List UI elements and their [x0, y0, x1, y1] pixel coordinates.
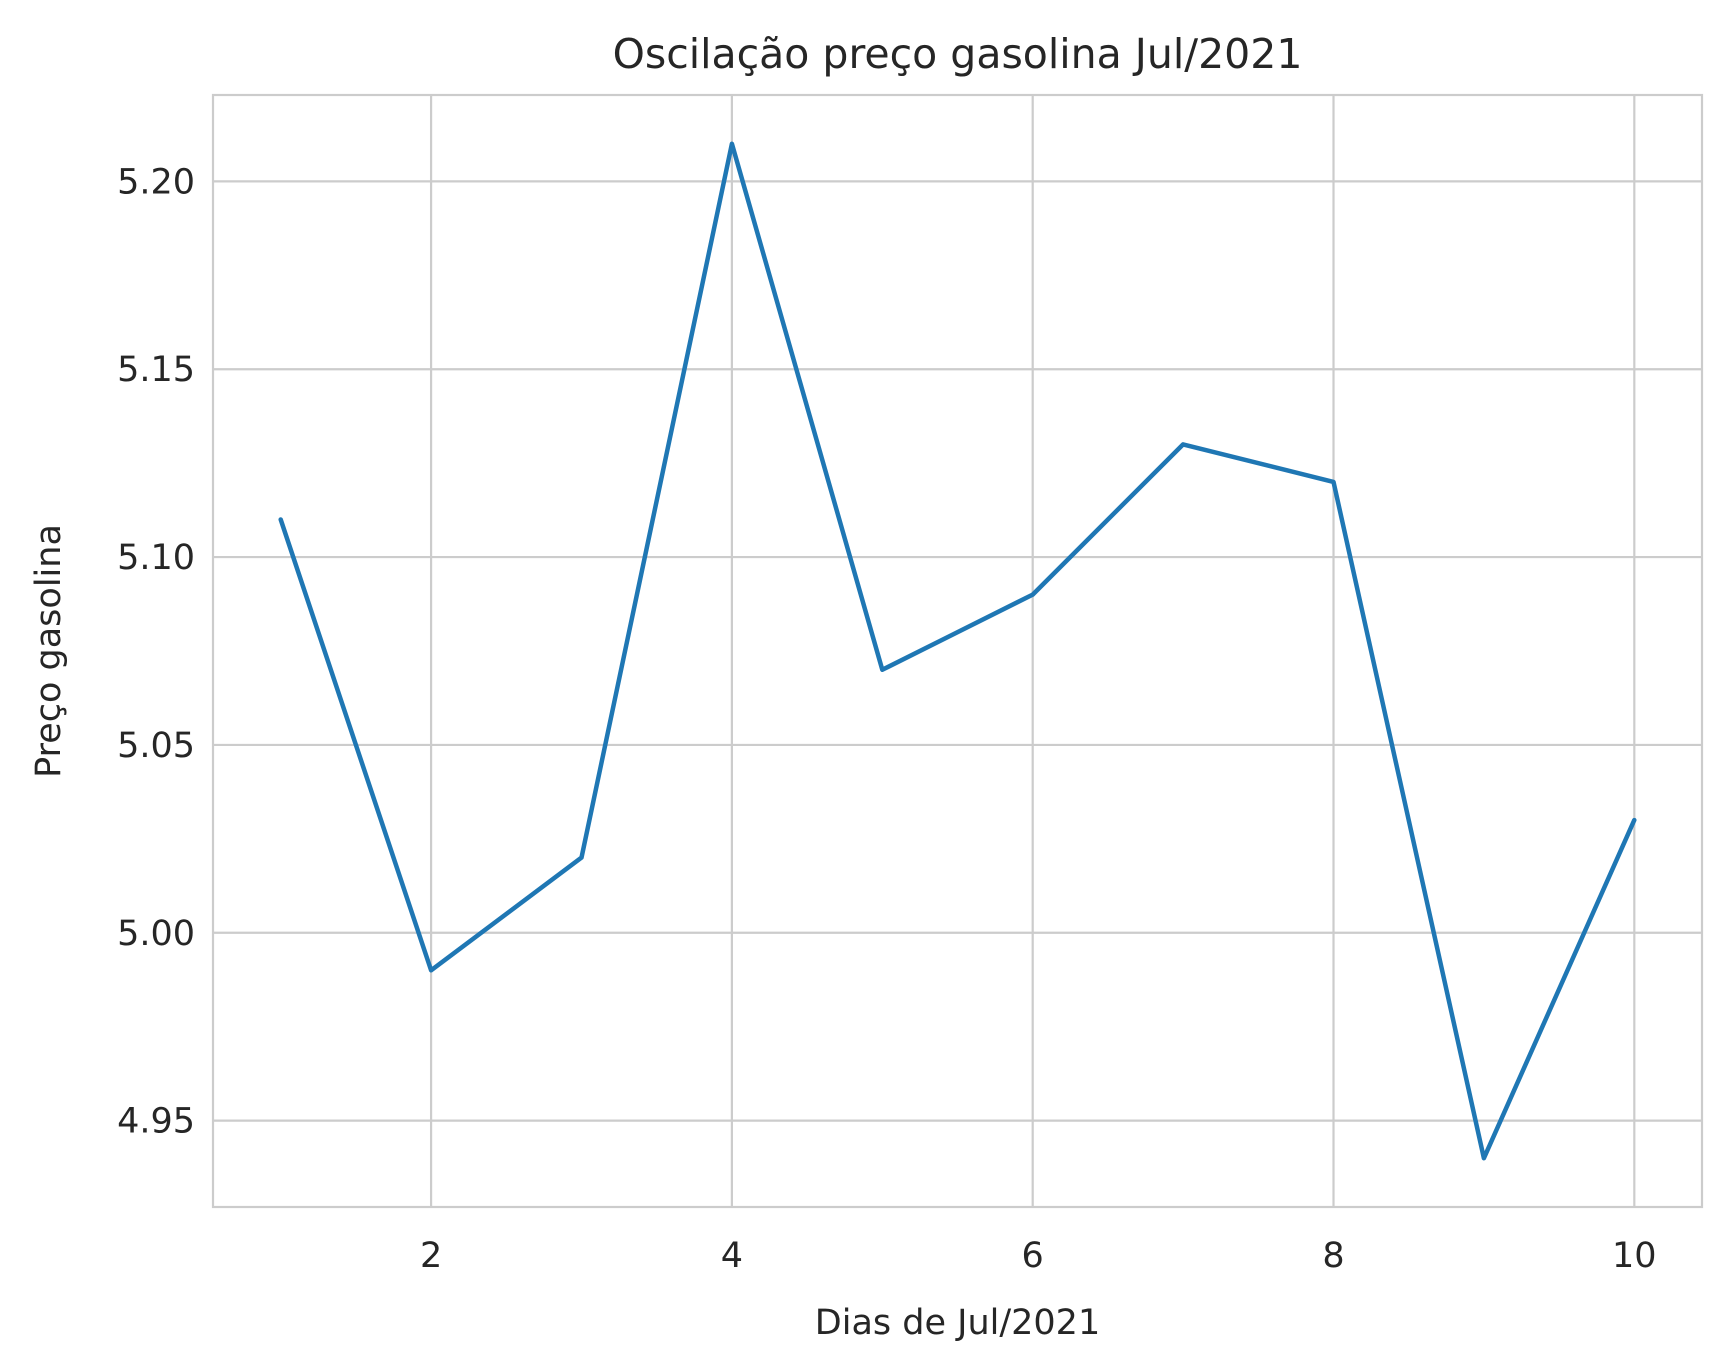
series-line	[278, 141, 1637, 1161]
series-lines	[278, 141, 1637, 1161]
x-axis-label: Dias de Jul/2021	[815, 1303, 1100, 1343]
x-tick-label: 4	[721, 1236, 743, 1276]
plot-area-frame	[211, 93, 1704, 1209]
y-tick-label: 4.95	[117, 1102, 195, 1142]
x-tick-labels: 2 4 6 8 10	[420, 1236, 1657, 1276]
grid-lines	[213, 95, 1702, 1207]
y-tick-label: 5.15	[117, 350, 195, 390]
x-tick-label: 2	[420, 1236, 442, 1276]
y-tick-labels: 4.95 5.00 5.05 5.10 5.15 5.20	[117, 162, 195, 1141]
chart-title: Oscilação preço gasolina Jul/2021	[613, 30, 1303, 78]
y-tick-label: 5.00	[117, 914, 195, 954]
y-axis-label: Preço gasolina	[29, 524, 69, 778]
y-tick-label: 5.10	[117, 538, 195, 578]
x-tick-label: 6	[1022, 1236, 1044, 1276]
x-tick-label: 10	[1612, 1236, 1657, 1276]
y-tick-label: 5.05	[117, 726, 195, 766]
x-tick-label: 8	[1322, 1236, 1344, 1276]
y-tick-label: 5.20	[117, 162, 195, 202]
